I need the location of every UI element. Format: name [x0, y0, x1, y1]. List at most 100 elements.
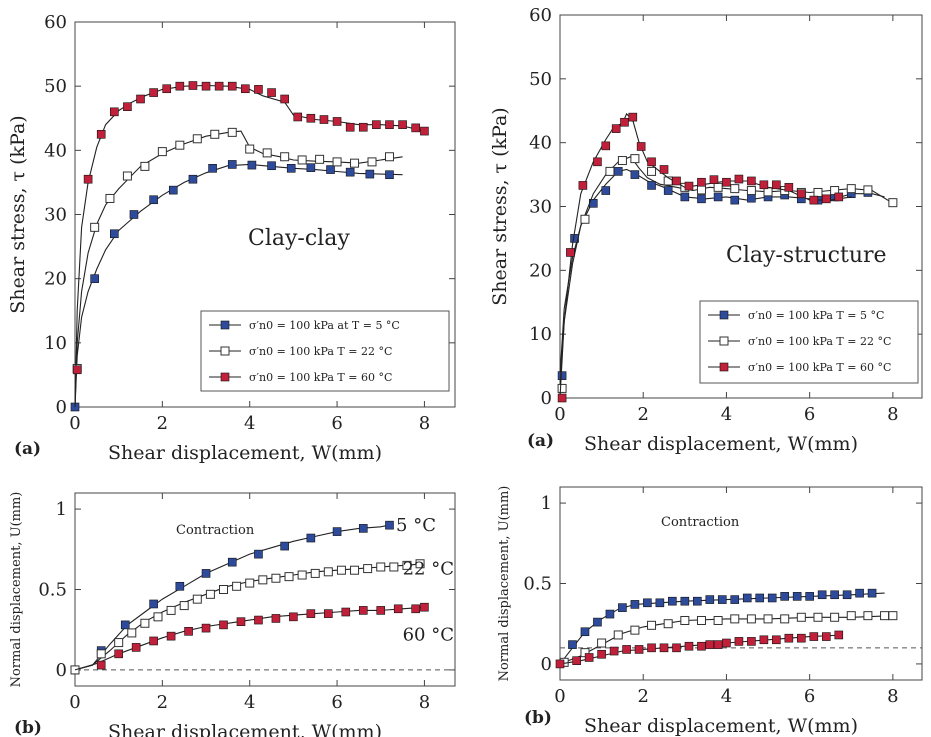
y-tick-label: 0.5 [38, 580, 67, 601]
series-line [74, 524, 390, 671]
data-point [817, 590, 827, 600]
data-point [358, 606, 368, 615]
data-point [713, 640, 723, 649]
data-point [684, 181, 694, 191]
data-point [310, 568, 320, 578]
y-axis-title: Normal displacement, U(mm) [9, 492, 24, 688]
y-tick-label: 30 [44, 205, 67, 226]
x-tick-label: 2 [637, 686, 648, 707]
data-point [609, 646, 619, 656]
data-point [630, 600, 640, 609]
data-point [297, 570, 307, 580]
annotation: Clay-structure [726, 243, 887, 268]
x-tick-label: 0 [554, 686, 565, 707]
panel-label: (b) [524, 708, 552, 728]
x-tick-label: 8 [419, 692, 430, 713]
annotation: Contraction [661, 515, 740, 530]
data-point [821, 632, 831, 641]
data-point [345, 167, 355, 177]
legend-marker [220, 320, 230, 330]
data-point [96, 649, 106, 659]
data-point [306, 163, 316, 172]
y-tick-label: 30 [529, 197, 552, 218]
x-tick-label: 4 [721, 686, 732, 707]
data-point [90, 222, 100, 232]
data-point [742, 593, 752, 603]
x-tick-label: 8 [419, 413, 430, 434]
data-point [420, 126, 429, 136]
data-point [157, 147, 167, 157]
data-point [345, 122, 355, 132]
data-point [188, 81, 198, 90]
data-point [597, 638, 607, 648]
data-point [713, 615, 723, 625]
chart-clay-structure-shear-stress: 0 2 4 6 8 0 10 20 30 40 50 60 Shear displacement, W(… [489, 5, 923, 455]
data-point [805, 592, 814, 601]
chart-clay-clay-normal-displacement: 0 2 4 6 8 0 0.5 1 Shear displacement, W(mm) Norma… [9, 492, 456, 737]
data-point [809, 632, 819, 641]
data-point [326, 165, 335, 174]
data-point [705, 640, 715, 649]
data-point [219, 585, 229, 594]
data-point [834, 192, 844, 202]
data-point [306, 533, 316, 543]
data-point [184, 627, 193, 636]
data-point [376, 606, 386, 615]
data-point [634, 645, 644, 654]
data-point [730, 184, 740, 194]
data-point [697, 177, 706, 187]
data-point [267, 161, 276, 171]
data-point [784, 633, 794, 643]
data-point [772, 635, 781, 645]
data-point [153, 612, 163, 622]
data-point [420, 602, 429, 612]
data-point [258, 575, 268, 585]
data-point [131, 643, 141, 652]
data-point [96, 660, 106, 670]
data-point [746, 614, 756, 624]
x-axis-title: Shear displacement, W(mm) [108, 721, 382, 737]
data-point [809, 195, 819, 205]
data-point [846, 184, 856, 194]
x-tick-label: 0 [69, 413, 80, 434]
data-point [385, 170, 394, 180]
data-point [759, 180, 769, 190]
data-point [201, 623, 211, 633]
x-tick-label: 6 [331, 413, 342, 434]
annotation: Contraction [176, 523, 255, 538]
y-axis-title: Normal displacement, U(mm) [497, 486, 512, 682]
chart-clay-clay-shear-stress: 0 2 4 6 8 0 10 20 30 40 50 60 Shear displacement, W(… [7, 12, 456, 464]
data-point [245, 578, 255, 588]
data-point [680, 596, 690, 606]
data-point [350, 158, 360, 168]
data-point [110, 107, 119, 117]
data-point [797, 189, 806, 199]
data-point [384, 152, 394, 162]
data-point [280, 541, 289, 551]
data-point [227, 557, 237, 567]
data-point [863, 611, 873, 621]
data-point [415, 559, 425, 569]
data-point [659, 643, 669, 653]
data-point [271, 573, 281, 583]
data-point [365, 169, 375, 179]
data-point [566, 248, 575, 257]
data-point [289, 612, 298, 622]
data-point [684, 641, 694, 651]
y-tick-label: 20 [44, 269, 67, 290]
data-point [336, 565, 346, 575]
panel-label: (a) [527, 431, 554, 451]
data-point [659, 165, 669, 174]
data-point [372, 120, 381, 129]
data-point [867, 588, 877, 598]
data-point [780, 614, 790, 624]
data-point [241, 84, 250, 94]
data-point [83, 174, 93, 184]
legend-marker [220, 346, 230, 356]
x-tick-label: 6 [804, 686, 815, 707]
data-point [813, 612, 823, 622]
data-point [746, 186, 756, 196]
y-axis-title: Shear stress, τ (kPa) [489, 107, 511, 305]
data-point [601, 141, 611, 151]
y-tick-label: 1 [541, 493, 552, 514]
